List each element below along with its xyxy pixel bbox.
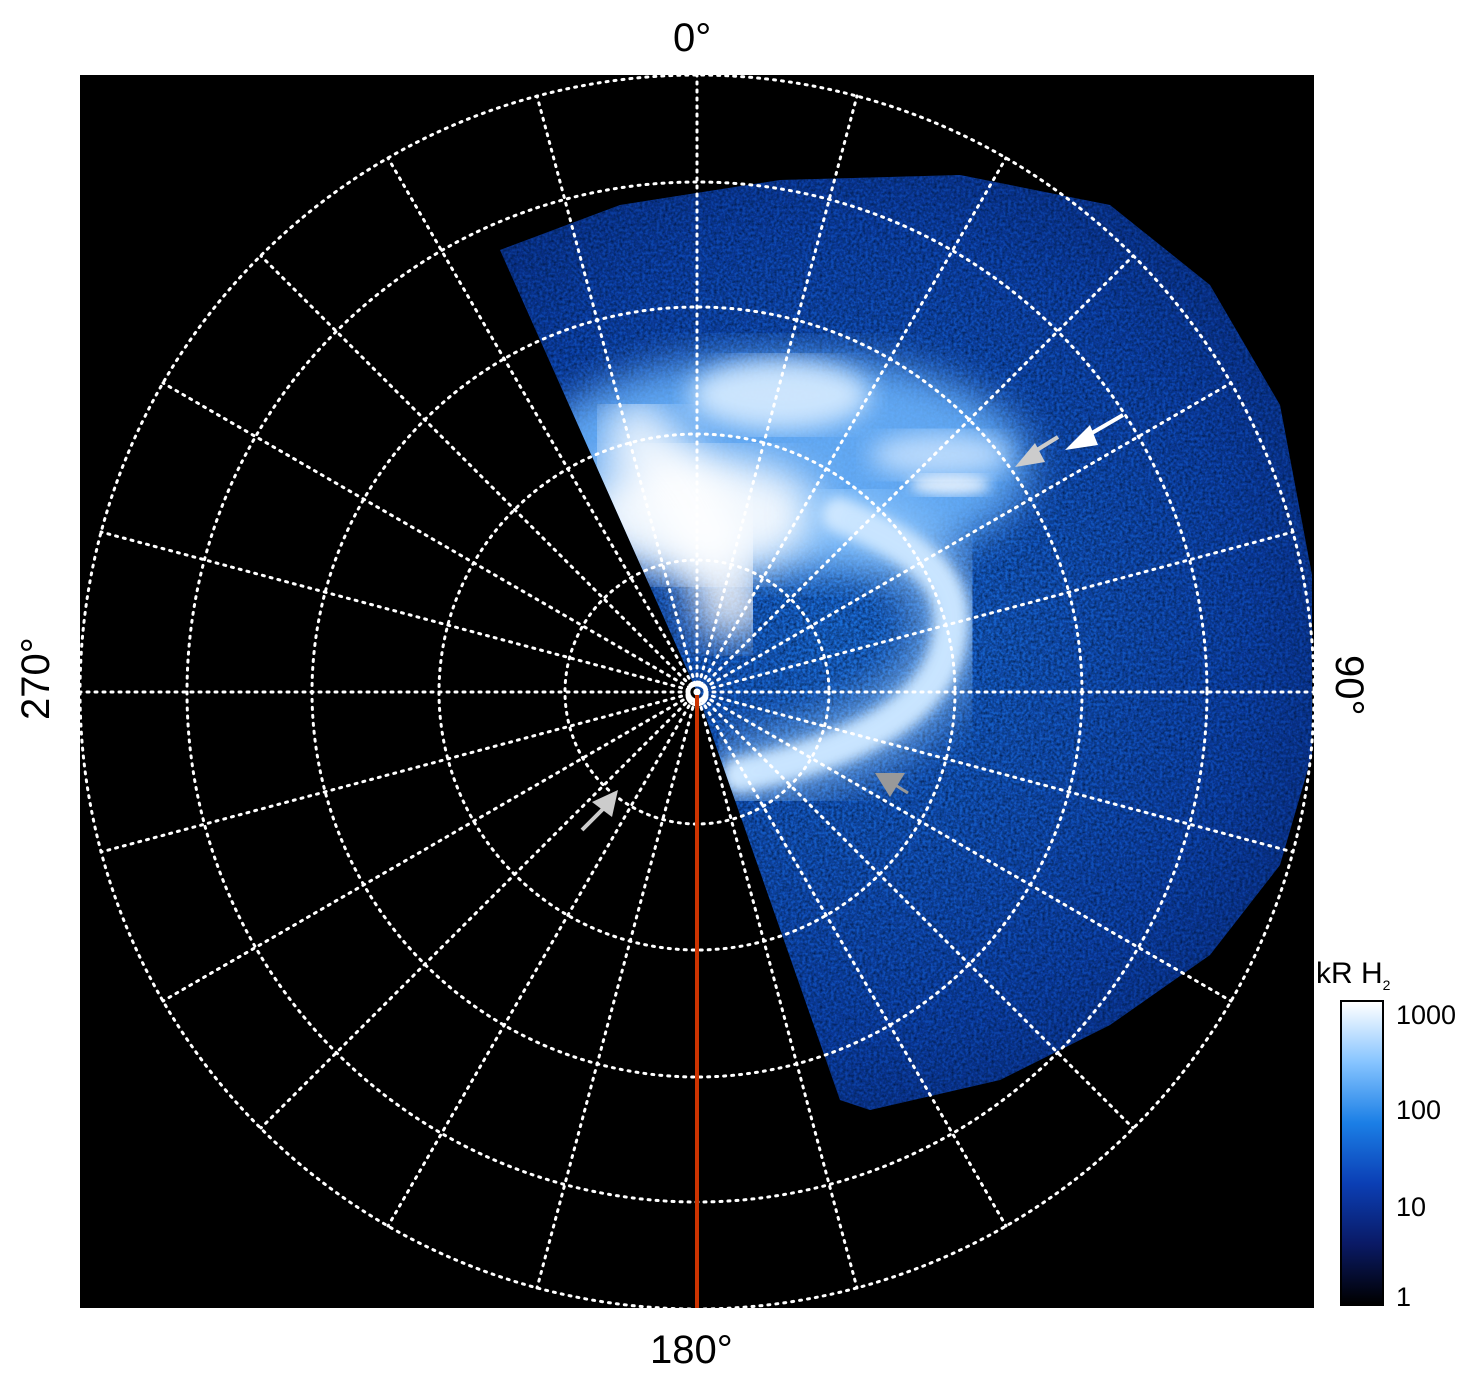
arrow-light-gray-upper bbox=[1015, 435, 1060, 467]
colorbar-title: kR H2 bbox=[1316, 957, 1390, 993]
angle-label-bottom: 180° bbox=[650, 1328, 733, 1372]
arrow-white bbox=[1065, 413, 1125, 450]
angle-label-right: 90° bbox=[1327, 655, 1371, 716]
angle-label-top: 0° bbox=[673, 16, 712, 60]
arrow-gray-lower-right bbox=[875, 773, 909, 797]
colorbar-title-main: kR H bbox=[1316, 957, 1383, 990]
polar-grid bbox=[80, 75, 1314, 1308]
colorbar-tick-100: 100 bbox=[1396, 1095, 1442, 1125]
colorbar-tick-1000: 1000 bbox=[1396, 1000, 1457, 1030]
colorbar-title-subscript: 2 bbox=[1382, 977, 1391, 993]
polar-projection-image bbox=[80, 75, 1314, 1308]
colorbar bbox=[1340, 1000, 1384, 1306]
angle-label-left: 270° bbox=[14, 637, 58, 720]
polar-plot-svg bbox=[80, 75, 1314, 1308]
arrow-light-gray-lower-left bbox=[580, 790, 618, 832]
colorbar-tick-10: 10 bbox=[1396, 1192, 1427, 1222]
colorbar-tick-1: 1 bbox=[1396, 1282, 1412, 1312]
